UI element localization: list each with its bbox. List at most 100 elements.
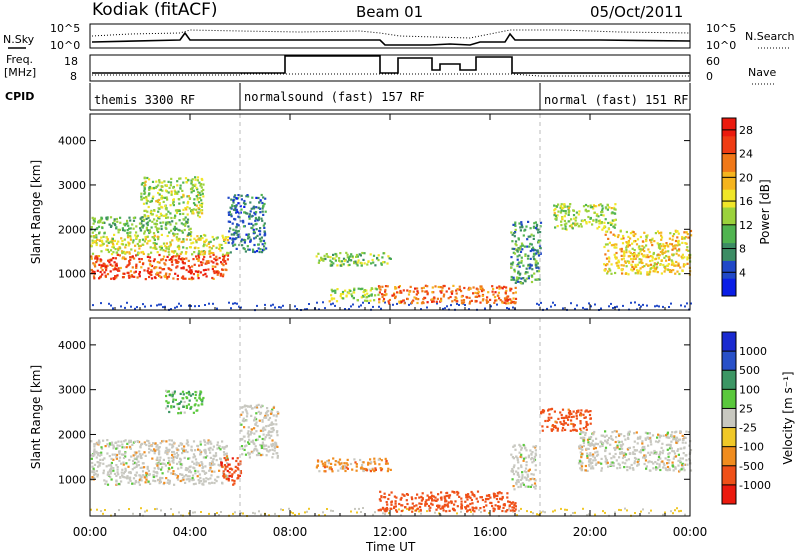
heatmap-cell <box>180 463 184 466</box>
heatmap-cell <box>665 259 668 262</box>
heatmap-cell <box>172 186 175 189</box>
heatmap-cell <box>159 476 162 479</box>
heatmap-cell <box>532 473 535 476</box>
heatmap-cell <box>625 248 628 252</box>
heatmap-cell <box>604 430 607 433</box>
ground-scatter-cell <box>330 509 332 512</box>
heatmap-cell <box>190 179 193 182</box>
heatmap-cell <box>627 447 630 450</box>
heatmap-cell <box>184 449 187 452</box>
freq-right-tick-bottom: 0 <box>706 70 713 83</box>
heatmap-cell <box>117 247 120 250</box>
heatmap-cell <box>588 458 591 461</box>
ground-scatter-cell <box>358 305 360 308</box>
heatmap-cell <box>519 226 522 229</box>
heatmap-cell <box>91 270 94 273</box>
heatmap-cell <box>557 210 560 213</box>
heatmap-cell <box>201 462 204 465</box>
heatmap-cell <box>604 233 607 236</box>
ground-scatter-cell <box>96 508 98 511</box>
heatmap-cell <box>152 474 155 477</box>
heatmap-cell <box>474 295 477 298</box>
heatmap-cell <box>164 464 167 467</box>
heatmap-cell <box>649 263 653 266</box>
heatmap-cell <box>176 254 179 257</box>
heatmap-cell <box>135 225 138 228</box>
heatmap-cell <box>675 260 678 264</box>
heatmap-cell <box>371 468 374 471</box>
heatmap-cell <box>662 243 665 246</box>
heatmap-cell <box>570 419 573 422</box>
heatmap-cell <box>202 233 206 237</box>
heatmap-cell <box>140 198 144 201</box>
heatmap-cell <box>152 442 155 445</box>
heatmap-cell <box>586 438 590 441</box>
heatmap-cell <box>635 243 639 246</box>
heatmap-cell <box>522 234 525 237</box>
heatmap-cell <box>594 447 597 450</box>
heatmap-cell <box>249 404 252 407</box>
heatmap-cell <box>453 503 456 506</box>
heatmap-cell <box>270 410 273 413</box>
heatmap-cell <box>176 192 179 195</box>
heatmap-cell <box>601 204 604 207</box>
ground-scatter-cell <box>650 509 652 512</box>
heatmap-cell <box>116 242 119 245</box>
heatmap-cell <box>161 189 164 192</box>
heatmap-cell <box>395 510 399 513</box>
heatmap-cell <box>120 480 123 483</box>
ground-scatter-cell <box>574 307 576 310</box>
heatmap-cell <box>677 464 680 467</box>
heatmap-cell <box>424 500 427 504</box>
heatmap-cell <box>137 455 140 458</box>
heatmap-cell <box>642 456 645 459</box>
heatmap-cell <box>370 287 373 290</box>
heatmap-cell <box>399 498 402 501</box>
heatmap-cell <box>370 262 373 265</box>
heatmap-cell <box>170 229 173 232</box>
ground-scatter-cell <box>132 512 134 515</box>
heatmap-cell <box>250 207 253 210</box>
heatmap-cell <box>645 239 648 243</box>
heatmap-cell <box>435 300 438 303</box>
heatmap-cell <box>128 242 131 245</box>
heatmap-cell <box>252 207 256 210</box>
heatmap-cell <box>426 291 429 294</box>
heatmap-cell <box>655 452 658 455</box>
heatmap-cell <box>408 506 411 509</box>
cpid-label-1: normalsound (fast) 157 RF <box>244 90 425 104</box>
heatmap-cell <box>202 470 206 473</box>
heatmap-cell <box>201 237 204 240</box>
heatmap-cell <box>513 464 516 467</box>
heatmap-cell <box>216 441 219 444</box>
heatmap-cell <box>334 259 337 262</box>
noise-left-tick-bottom: 10^0 <box>50 39 80 52</box>
ground-scatter-cell <box>562 307 564 310</box>
heatmap-cell <box>166 390 169 393</box>
heatmap-cell <box>454 296 457 299</box>
heatmap-cell <box>354 461 357 464</box>
heatmap-cell <box>464 500 467 503</box>
heatmap-cell <box>420 502 423 505</box>
heatmap-cell <box>162 242 166 245</box>
heatmap-cell <box>153 258 156 261</box>
heatmap-cell <box>665 242 668 245</box>
heatmap-cell <box>93 235 96 238</box>
heatmap-cell <box>251 196 254 199</box>
heatmap-cell <box>141 470 145 473</box>
heatmap-cell <box>495 497 499 501</box>
heatmap-cell <box>378 285 381 288</box>
heatmap-cell <box>179 412 182 415</box>
ground-scatter-cell <box>378 305 380 308</box>
heatmap-cell <box>471 502 474 505</box>
velocity-heatmap <box>90 318 693 518</box>
heatmap-cell <box>605 441 608 444</box>
heatmap-cell <box>382 297 386 301</box>
heatmap-cell <box>680 255 683 258</box>
heatmap-cell <box>602 434 605 437</box>
heatmap-cell <box>649 239 652 242</box>
heatmap-cell <box>258 229 261 232</box>
heatmap-cell <box>170 472 173 475</box>
ground-scatter-cell <box>294 305 296 308</box>
heatmap-cell <box>180 229 183 232</box>
